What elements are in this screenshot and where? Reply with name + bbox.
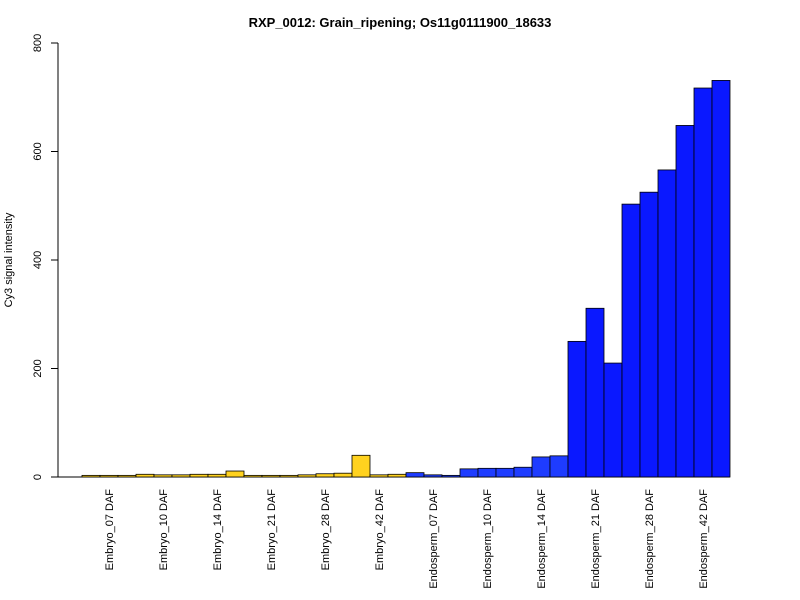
bar bbox=[225, 470, 245, 478]
y-tick-label: 400 bbox=[32, 251, 44, 269]
bar bbox=[621, 203, 641, 478]
bar bbox=[243, 474, 263, 478]
y-axis-label: Cy3 signal intensity bbox=[3, 212, 15, 307]
bar bbox=[171, 474, 191, 478]
bar bbox=[189, 473, 209, 478]
bar bbox=[405, 472, 425, 478]
bar bbox=[153, 474, 173, 478]
bar bbox=[441, 474, 461, 478]
bar bbox=[369, 474, 389, 478]
bar bbox=[351, 454, 371, 478]
y-tick-label: 800 bbox=[32, 34, 44, 52]
bar bbox=[279, 474, 299, 478]
x-tick-label: Endosperm_07 DAF bbox=[428, 489, 440, 589]
y-tick-label: 200 bbox=[32, 359, 44, 377]
bar bbox=[423, 474, 443, 478]
x-tick-label: Embryo_21 DAF bbox=[266, 489, 278, 571]
bar bbox=[603, 362, 623, 478]
bar bbox=[711, 80, 731, 478]
bar bbox=[99, 474, 119, 478]
bar bbox=[261, 474, 281, 478]
y-axis: 0 200 400 600 800 bbox=[32, 34, 59, 480]
bar bbox=[513, 466, 533, 478]
x-tick-label: Embryo_28 DAF bbox=[320, 489, 332, 571]
bar bbox=[459, 468, 479, 478]
y-tick-label: 600 bbox=[32, 142, 44, 160]
bar bbox=[387, 473, 407, 478]
bar bbox=[297, 474, 317, 478]
x-axis: Embryo_07 DAF Embryo_10 DAF Embryo_14 DAF E… bbox=[104, 489, 710, 589]
bar bbox=[549, 455, 569, 478]
bar bbox=[495, 467, 515, 478]
bar bbox=[117, 474, 137, 478]
bar bbox=[585, 307, 605, 478]
x-tick-label: Endosperm_21 DAF bbox=[590, 489, 602, 589]
bar bbox=[675, 125, 695, 478]
bar bbox=[567, 340, 587, 478]
bar bbox=[207, 473, 227, 478]
bar bbox=[693, 87, 713, 478]
bar bbox=[135, 473, 155, 478]
bar bbox=[333, 472, 353, 478]
bar bbox=[639, 191, 659, 478]
x-tick-label: Embryo_42 DAF bbox=[374, 489, 386, 571]
x-tick-label: Endosperm_10 DAF bbox=[482, 489, 494, 589]
y-tick-label: 0 bbox=[32, 474, 44, 480]
x-tick-label: Embryo_10 DAF bbox=[158, 489, 170, 571]
x-tick-label: Endosperm_28 DAF bbox=[644, 489, 656, 589]
chart-title: RXP_0012: Grain_ripening; Os11g0111900_1… bbox=[249, 15, 552, 30]
bar bbox=[531, 456, 551, 478]
x-tick-label: Endosperm_14 DAF bbox=[536, 489, 548, 589]
bar bbox=[81, 474, 101, 478]
x-tick-label: Endosperm_42 DAF bbox=[698, 489, 710, 589]
bar bbox=[657, 169, 677, 478]
bar bbox=[315, 473, 335, 478]
x-tick-label: Embryo_14 DAF bbox=[212, 489, 224, 571]
x-tick-label: Embryo_07 DAF bbox=[104, 489, 116, 571]
bar bbox=[477, 467, 497, 478]
bars-group bbox=[58, 80, 731, 478]
